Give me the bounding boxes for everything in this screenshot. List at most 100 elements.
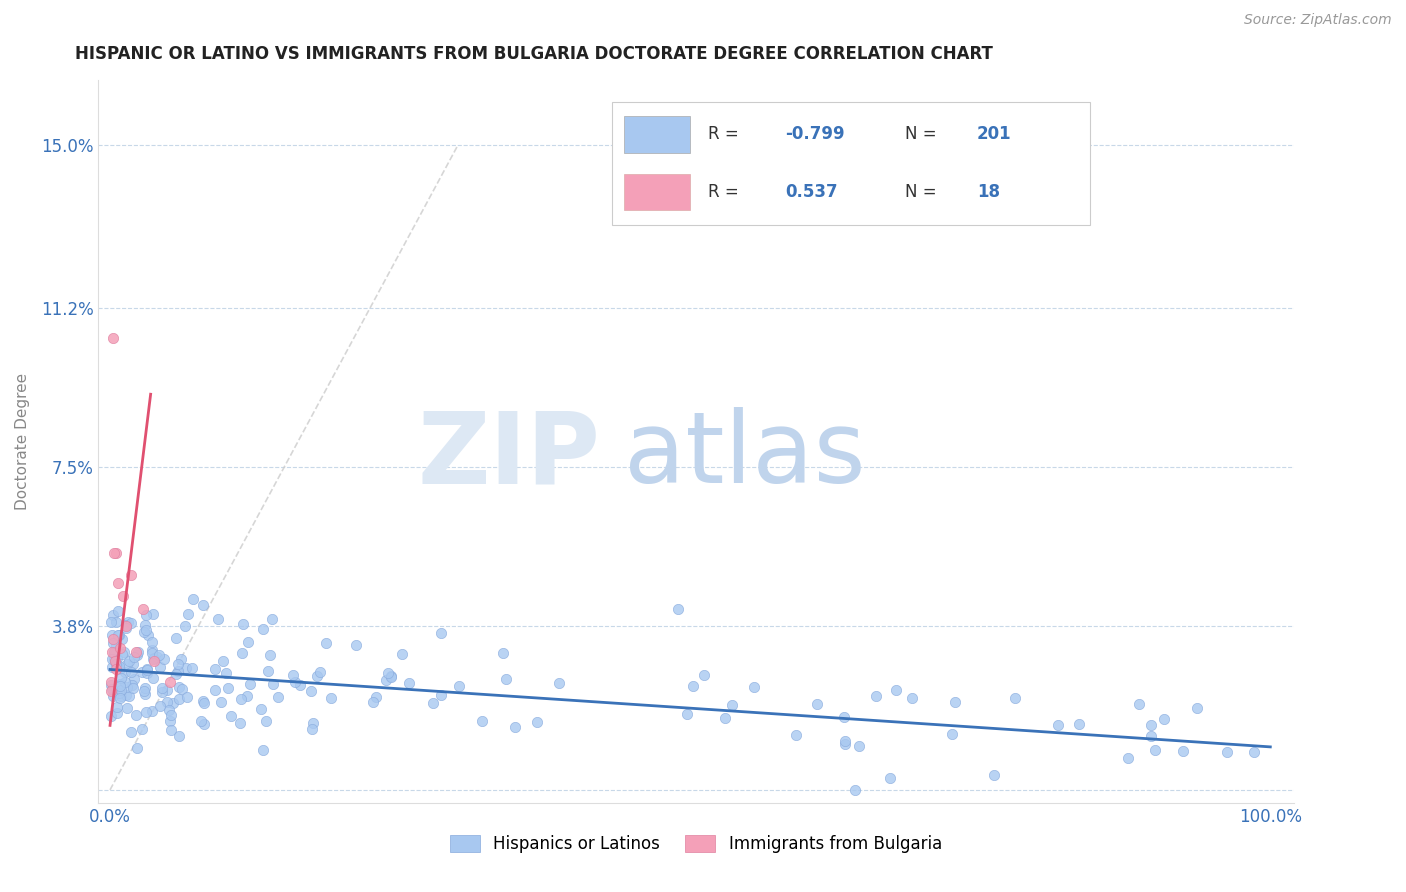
Point xyxy=(148,648,170,662)
Point xyxy=(844,783,866,797)
Point xyxy=(124,645,146,659)
Point xyxy=(167,729,190,743)
Point xyxy=(879,771,901,785)
Point xyxy=(132,684,155,698)
Point xyxy=(167,664,190,678)
Point xyxy=(100,681,122,696)
Point xyxy=(884,683,907,698)
Point xyxy=(101,652,124,666)
Point xyxy=(103,645,125,659)
Point xyxy=(110,662,132,676)
Point xyxy=(122,672,145,686)
Point xyxy=(1116,751,1139,765)
Point xyxy=(136,663,159,677)
Point xyxy=(125,741,148,756)
Point xyxy=(250,702,273,716)
Point xyxy=(115,622,138,636)
Point xyxy=(101,636,124,650)
Point xyxy=(204,662,226,676)
Point xyxy=(146,649,169,664)
Point xyxy=(177,607,200,621)
Point xyxy=(120,725,142,739)
FancyBboxPatch shape xyxy=(624,174,690,211)
Point xyxy=(115,681,138,695)
Point xyxy=(676,706,699,721)
Point xyxy=(170,682,193,697)
Point xyxy=(143,654,166,668)
Point xyxy=(108,679,131,693)
Point xyxy=(135,666,157,681)
Point xyxy=(115,619,138,633)
Point xyxy=(105,651,128,665)
Point xyxy=(101,645,124,659)
Point xyxy=(169,680,191,694)
Point xyxy=(120,615,142,630)
Point xyxy=(239,677,262,691)
Point xyxy=(319,690,342,705)
Point xyxy=(207,612,229,626)
Point xyxy=(307,669,329,683)
Point xyxy=(110,691,132,706)
Point xyxy=(103,632,125,647)
Point xyxy=(105,546,128,560)
Point xyxy=(284,675,307,690)
Text: 201: 201 xyxy=(977,126,1011,144)
Point xyxy=(101,608,124,623)
Point xyxy=(1185,701,1208,715)
Point xyxy=(391,647,413,661)
Point xyxy=(682,679,704,693)
Point xyxy=(135,663,157,677)
Point xyxy=(449,679,471,693)
Point xyxy=(100,615,122,629)
Point xyxy=(111,632,134,646)
Point xyxy=(229,692,252,706)
Point xyxy=(107,628,129,642)
Point xyxy=(1069,717,1091,731)
Point xyxy=(209,695,232,709)
Point xyxy=(131,665,153,679)
Point xyxy=(105,700,128,714)
Point xyxy=(262,611,284,625)
Point xyxy=(492,646,515,660)
Point xyxy=(125,707,148,722)
Point xyxy=(121,681,143,695)
Point xyxy=(1243,745,1265,759)
Point xyxy=(503,720,526,734)
Point xyxy=(103,646,125,660)
Point xyxy=(193,694,215,708)
Point xyxy=(713,710,735,724)
Point xyxy=(136,628,159,642)
Point xyxy=(100,678,122,692)
Point xyxy=(865,690,887,704)
Point xyxy=(176,690,198,705)
Point xyxy=(429,626,451,640)
Point xyxy=(142,671,165,685)
Text: N =: N = xyxy=(905,126,942,144)
Point xyxy=(236,635,259,649)
Point xyxy=(236,689,259,703)
Point xyxy=(107,686,129,700)
Point xyxy=(252,743,274,757)
Point xyxy=(142,650,165,665)
Point xyxy=(299,683,322,698)
Point xyxy=(832,710,855,724)
Point xyxy=(125,648,148,663)
Point xyxy=(103,652,125,666)
Point xyxy=(150,685,173,699)
Point xyxy=(693,667,716,681)
Point xyxy=(135,607,157,622)
Point xyxy=(1047,718,1070,732)
Point xyxy=(135,623,157,637)
Point xyxy=(848,739,870,754)
Point xyxy=(135,705,157,719)
Point xyxy=(105,638,128,652)
FancyBboxPatch shape xyxy=(613,102,1091,225)
Point xyxy=(159,714,181,728)
Point xyxy=(301,716,323,731)
Point xyxy=(149,698,172,713)
Point xyxy=(134,681,156,695)
Point xyxy=(115,688,138,702)
Point xyxy=(374,673,396,687)
Point xyxy=(309,665,332,680)
Point xyxy=(346,638,368,652)
